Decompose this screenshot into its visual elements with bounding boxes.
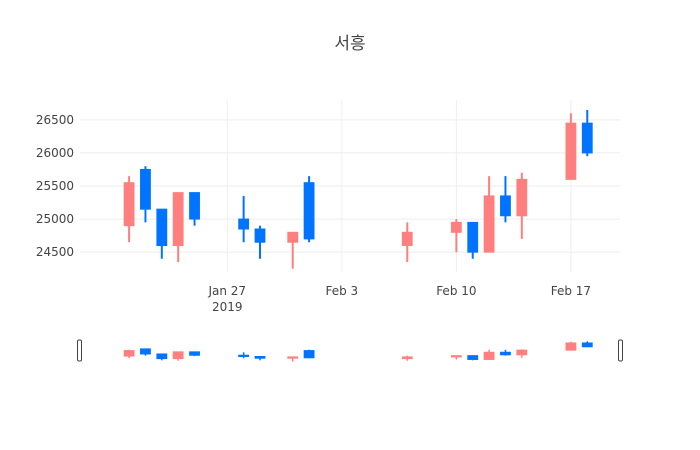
slider-candle-body: [450, 355, 462, 358]
candle-body: [254, 228, 266, 243]
range-slider[interactable]: [77, 339, 623, 362]
candle-decreasing[interactable]: [483, 176, 495, 253]
y-tick-label: 25500: [36, 179, 74, 193]
slider-candle: [581, 341, 593, 348]
candle-body: [189, 192, 200, 220]
slider-candle: [500, 349, 511, 356]
x-tick-year-label: 2019: [212, 300, 243, 314]
slider-candle-body: [156, 353, 168, 360]
slider-candle-body: [483, 351, 495, 360]
slider-candle-body: [581, 342, 593, 348]
candle-increasing[interactable]: [254, 225, 266, 259]
candle-body: [401, 231, 413, 247]
slider-candle: [156, 353, 168, 361]
candle-increasing[interactable]: [581, 109, 593, 157]
candle-decreasing[interactable]: [172, 192, 184, 263]
candle-increasing[interactable]: [156, 208, 168, 259]
candle-body: [238, 218, 250, 230]
grid-layer: [80, 100, 620, 272]
slider-candle: [123, 349, 135, 359]
slider-candle: [467, 355, 479, 361]
candle-increasing[interactable]: [140, 166, 151, 223]
slider-candle-body: [500, 351, 511, 356]
candle-decreasing[interactable]: [565, 113, 577, 180]
x-tick-label: Feb 3: [325, 284, 358, 298]
slider-candle: [516, 349, 528, 358]
range-slider-right-handle[interactable]: [618, 339, 623, 362]
candle-body: [303, 182, 315, 240]
slider-candle-body: [254, 356, 266, 359]
candle-body: [516, 178, 528, 217]
slider-candle: [483, 349, 495, 360]
axis-layer: 24500 25000 25500 26000 26500 Jan 27 2019 Feb 3…: [36, 113, 591, 314]
slider-candle: [565, 341, 577, 351]
slider-candle: [254, 356, 266, 361]
slider-candle: [189, 351, 200, 357]
slider-candle-body: [172, 351, 184, 360]
slider-candle-body: [123, 350, 135, 357]
candle-decreasing[interactable]: [123, 176, 135, 243]
candle-body: [172, 192, 184, 247]
candle-body: [467, 221, 479, 253]
x-tick-label: Jan 27: [207, 284, 246, 298]
slider-candle: [450, 355, 462, 360]
candle-body: [287, 231, 299, 243]
candle-decreasing[interactable]: [450, 219, 462, 253]
slider-candle: [140, 348, 151, 356]
candle-body: [483, 195, 495, 253]
slider-candle-body: [303, 350, 315, 359]
candle-increasing[interactable]: [500, 176, 511, 223]
slider-candle: [401, 355, 413, 361]
y-tick-label: 25000: [36, 212, 74, 226]
candle-increasing[interactable]: [467, 221, 479, 259]
candle-decreasing[interactable]: [287, 231, 299, 269]
candle-increasing[interactable]: [189, 192, 200, 226]
x-tick-label: Feb 10: [436, 284, 476, 298]
candle-increasing[interactable]: [303, 176, 315, 243]
slider-candle-body: [467, 355, 479, 360]
candle-decreasing[interactable]: [401, 222, 413, 263]
y-tick-label: 26000: [36, 146, 74, 160]
slider-candle-body: [189, 351, 200, 356]
slider-candle-body: [401, 356, 413, 360]
slider-candle-body: [287, 356, 299, 359]
slider-candle: [172, 351, 184, 361]
candle-body: [500, 195, 511, 217]
slider-candle-body: [238, 354, 250, 358]
candle-body: [565, 122, 577, 180]
candle-body: [581, 122, 593, 154]
candle-body: [156, 208, 168, 247]
candle-increasing[interactable]: [238, 195, 250, 243]
slider-candle: [287, 356, 299, 362]
x-tick-label: Feb 17: [551, 284, 591, 298]
candle-layer: [123, 109, 593, 269]
chart-title: 서흥: [334, 34, 365, 54]
slider-candle: [238, 352, 250, 359]
candle-body: [450, 221, 462, 233]
candle-body: [140, 168, 151, 210]
range-slider-left-handle[interactable]: [77, 339, 82, 362]
slider-candle-body: [140, 348, 151, 355]
y-tick-label: 24500: [36, 245, 74, 259]
slider-candle-body: [565, 342, 577, 351]
slider-candle: [303, 349, 315, 359]
candle-decreasing[interactable]: [516, 172, 528, 239]
y-tick-label: 26500: [36, 113, 74, 127]
candle-body: [123, 182, 135, 227]
slider-candle-body: [516, 349, 528, 356]
